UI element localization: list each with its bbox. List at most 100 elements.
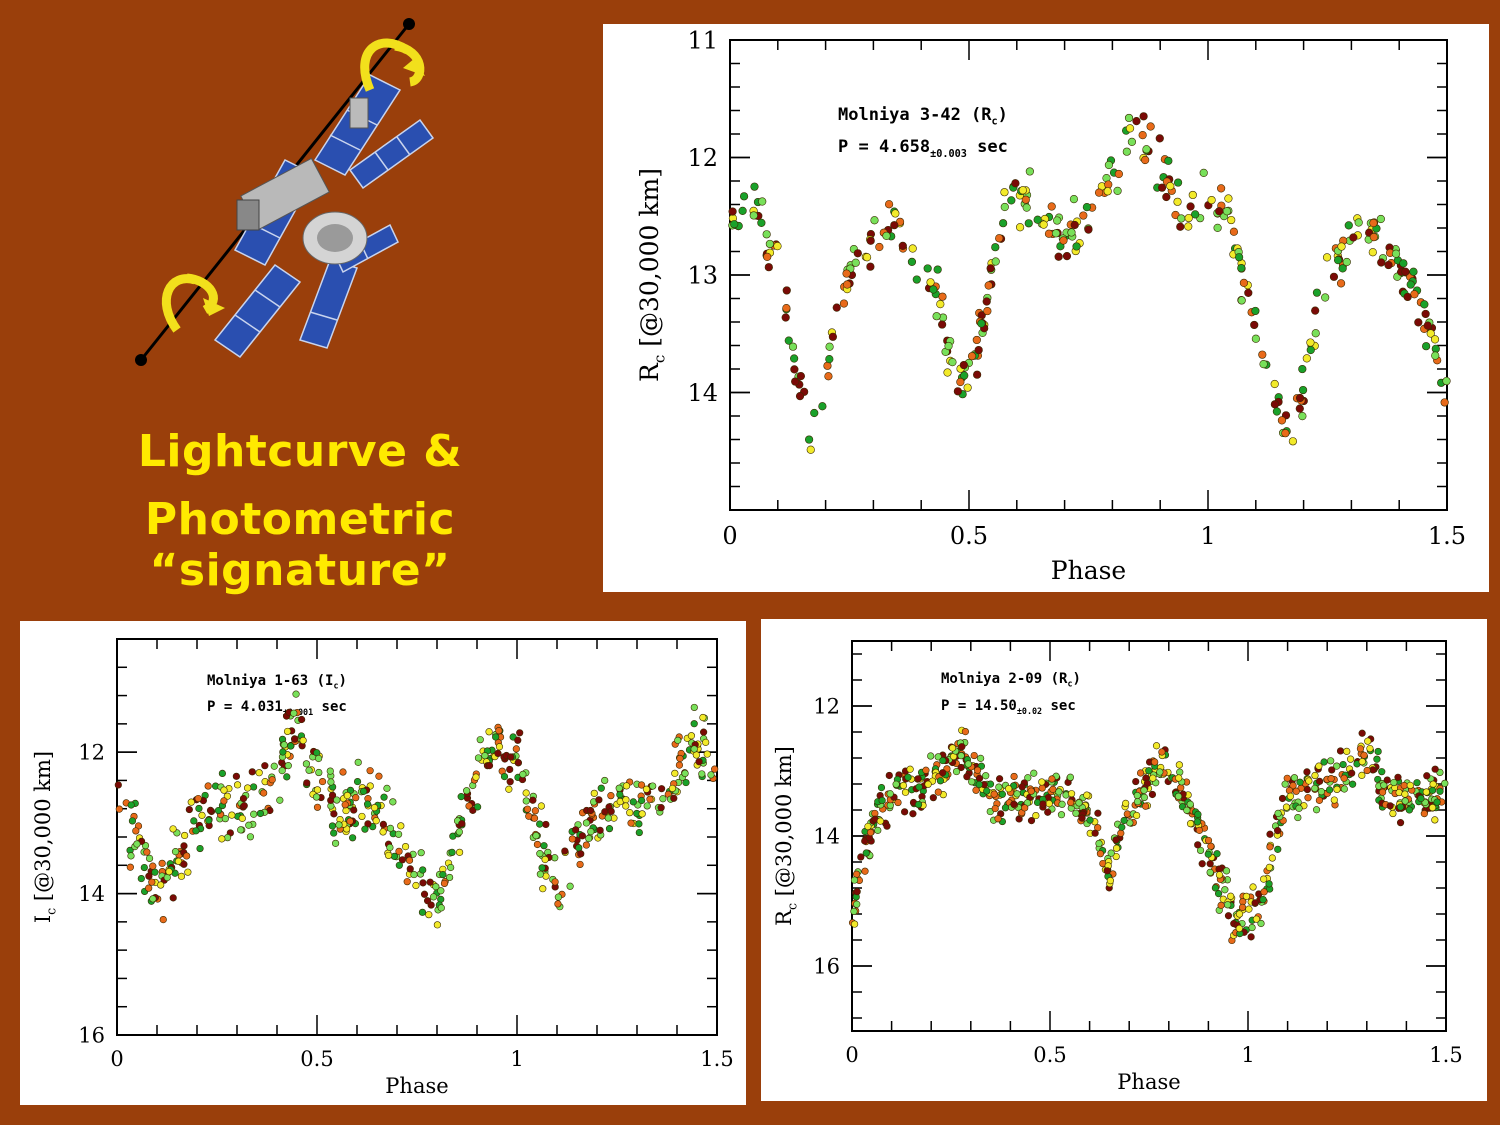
data-point [977, 754, 985, 762]
data-point [1272, 407, 1281, 416]
data-point [276, 796, 284, 804]
data-point [183, 852, 191, 860]
data-point [363, 800, 372, 808]
data-point [1104, 180, 1113, 189]
data-point [169, 894, 177, 902]
data-point [1390, 778, 1398, 787]
chart-title: Molniya 3-42 (Rc) [838, 105, 1008, 127]
data-point [375, 772, 383, 780]
satellite-body [236, 97, 369, 265]
data-point [698, 770, 706, 778]
data-point [474, 803, 482, 811]
data-point [1421, 309, 1430, 319]
data-point [1038, 778, 1046, 786]
data-point [346, 786, 355, 794]
data-point [291, 735, 299, 743]
y-axis-label-main: I [31, 915, 55, 923]
data-point [635, 820, 643, 828]
x-tick-label: 0 [110, 1047, 123, 1071]
data-point [850, 907, 858, 915]
data-point [862, 253, 872, 262]
chart-period-error: ±0.02 [1017, 706, 1042, 716]
data-point [1140, 786, 1148, 794]
data-point [1227, 215, 1236, 225]
data-point [936, 777, 945, 785]
data-point [245, 821, 253, 829]
data-point [540, 842, 548, 850]
data-point [1193, 818, 1202, 826]
data-point [825, 342, 834, 351]
data-point [481, 752, 489, 760]
data-point [240, 802, 248, 810]
data-point [1414, 318, 1423, 327]
data-point [1104, 160, 1114, 170]
data-point [196, 844, 204, 853]
data-points [848, 726, 1449, 945]
data-point [967, 352, 977, 361]
data-point [1075, 799, 1083, 807]
data-point [864, 822, 872, 831]
data-point [1248, 923, 1256, 932]
data-point [782, 286, 791, 295]
data-point [876, 817, 884, 825]
data-point [922, 766, 930, 774]
data-point [1045, 800, 1053, 808]
data-point [572, 826, 580, 834]
data-point [1257, 919, 1265, 928]
data-point [554, 900, 562, 908]
data-point [1347, 755, 1355, 763]
data-point [1274, 809, 1282, 817]
data-point [298, 715, 306, 724]
data-point [758, 197, 767, 206]
data-point [206, 806, 215, 814]
data-point [870, 216, 879, 225]
data-point [507, 753, 515, 761]
data-point [956, 377, 965, 387]
data-point [1120, 816, 1128, 825]
data-point [1177, 784, 1185, 792]
data-point [1426, 329, 1435, 338]
data-point [703, 750, 711, 758]
data-point [1022, 203, 1031, 212]
data-point [1118, 823, 1126, 831]
data-point [585, 834, 593, 843]
data-point [1303, 768, 1311, 776]
data-point [1224, 901, 1232, 909]
data-point [909, 810, 917, 818]
data-point [299, 736, 307, 745]
data-point [359, 787, 368, 795]
data-point [825, 355, 834, 364]
data-point [1059, 236, 1068, 245]
data-point [1252, 915, 1261, 923]
data-point [278, 766, 286, 775]
data-point [331, 839, 340, 847]
data-point [1177, 214, 1186, 223]
data-point [1312, 288, 1322, 297]
data-point [994, 815, 1002, 823]
data-point [1394, 773, 1402, 781]
data-point [292, 690, 300, 698]
data-point [533, 840, 542, 849]
data-point [877, 783, 886, 792]
y-axis-label: Rc [@30,000 km] [772, 746, 799, 926]
data-point [635, 828, 643, 837]
data-point [973, 370, 982, 379]
data-point [318, 777, 327, 786]
data-point [1191, 210, 1200, 219]
data-point [1011, 179, 1020, 188]
data-point [551, 878, 559, 886]
x-tick-label: 1 [1200, 522, 1215, 550]
data-point [649, 782, 657, 790]
data-point [218, 835, 226, 843]
data-point [1431, 765, 1439, 773]
data-point [1302, 354, 1311, 363]
data-point [1095, 839, 1103, 848]
data-point [1103, 867, 1111, 875]
data-point [957, 763, 965, 772]
data-point [790, 354, 799, 363]
data-point [675, 761, 684, 769]
data-point [674, 736, 682, 744]
data-point [1013, 790, 1021, 798]
data-point [536, 850, 544, 858]
data-point [379, 820, 387, 828]
